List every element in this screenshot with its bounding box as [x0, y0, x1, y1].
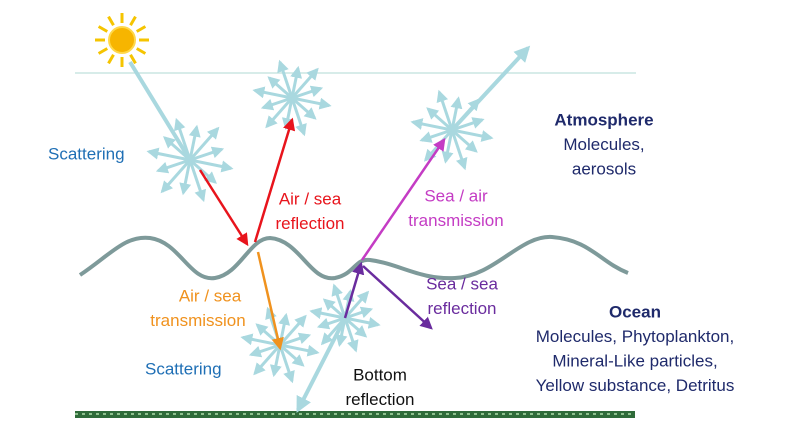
- sun-ray: [107, 15, 115, 27]
- scatter-ray: [344, 306, 374, 320]
- scatter-ray: [188, 124, 201, 161]
- label-line: Mineral-Like particles,: [552, 351, 717, 370]
- sun-ray: [107, 53, 115, 65]
- scatter-ray: [344, 316, 368, 338]
- scatter-ray: [335, 317, 348, 348]
- sun-ray: [135, 47, 147, 55]
- label-line: reflection: [276, 214, 345, 233]
- scatter-ray: [160, 159, 192, 194]
- scatter-ray: [450, 129, 468, 171]
- scatter-ray: [343, 290, 370, 319]
- label-line: transmission: [408, 211, 503, 230]
- label-line: Sea / sea: [426, 274, 498, 293]
- scatter-ray: [163, 136, 191, 162]
- label-line: Molecules, Phytoplankton,: [536, 327, 734, 346]
- scatter-ray: [441, 129, 454, 164]
- label-line: Air / sea: [279, 189, 342, 208]
- process-arrows: [198, 117, 446, 351]
- scatter-ray: [188, 159, 206, 203]
- arrow: [253, 117, 296, 243]
- scatter-ray: [290, 67, 319, 99]
- scatter-ray: [265, 97, 294, 129]
- scatter-ray: [188, 126, 220, 161]
- incident-ray: [128, 60, 192, 162]
- scatter-ray: [279, 332, 312, 347]
- sun-ray: [129, 15, 137, 27]
- arrow: [256, 251, 284, 351]
- label-line: Molecules,: [563, 135, 644, 154]
- scatter-ray: [309, 307, 346, 320]
- scatter-ray: [291, 85, 324, 100]
- scatter-ray: [252, 86, 293, 100]
- scatter-ray: [155, 158, 191, 174]
- scatter-ray: [291, 96, 317, 120]
- sun-ray: [97, 47, 109, 55]
- scatter-ray: [278, 344, 295, 384]
- scatter-ray: [419, 128, 453, 143]
- scatter-ray: [410, 118, 453, 132]
- scatter-ray: [179, 159, 192, 196]
- scatter-ray: [426, 107, 453, 132]
- label-line: Yellow substance, Detritus: [536, 376, 735, 395]
- shapes: [75, 72, 636, 418]
- sun-ray: [135, 25, 147, 33]
- label-line: Bottom: [353, 365, 407, 384]
- label-line: Scattering: [48, 144, 125, 163]
- sun: [95, 13, 149, 67]
- sun-disc: [108, 26, 136, 54]
- scatter-ray: [174, 117, 192, 161]
- arrow: [198, 169, 249, 247]
- scatter-ray: [322, 298, 346, 320]
- scatter-ray: [451, 128, 478, 153]
- label-line: Scattering: [145, 359, 222, 378]
- scatter-ray: [450, 98, 481, 131]
- scatter-ray: [451, 128, 494, 142]
- scatter-ray: [260, 96, 293, 111]
- scatter-ray: [316, 316, 346, 330]
- scatter-ray: [278, 314, 307, 346]
- scatter-ray: [146, 147, 191, 162]
- label-line: reflection: [346, 390, 415, 409]
- arrow: [343, 261, 365, 319]
- label-line: transmission: [150, 311, 245, 330]
- sun-rays: [95, 13, 149, 67]
- label-line: Atmosphere: [554, 110, 653, 129]
- sun-ray: [97, 25, 109, 33]
- scatter-ray: [291, 96, 332, 110]
- scatter-ray: [189, 158, 217, 184]
- scatter-ray: [290, 97, 307, 137]
- scatter-ray: [436, 89, 454, 131]
- bottom-ray: [296, 317, 347, 413]
- label-line: Sea / air: [424, 186, 488, 205]
- scatter-ray: [189, 158, 234, 173]
- scatter-ray: [343, 317, 359, 353]
- label-line: Ocean: [609, 302, 661, 321]
- scatter-ray: [331, 283, 347, 319]
- scatter-ray: [451, 117, 485, 132]
- scatter-ray: [320, 317, 347, 346]
- label-line: Air / sea: [179, 286, 242, 305]
- scatter-ray: [267, 76, 293, 100]
- arrow: [362, 265, 433, 330]
- scatter-ray: [189, 146, 225, 162]
- sea-surface: [78, 234, 629, 281]
- sun-ray: [129, 53, 137, 65]
- labels: Scattering Air / sea reflection Sea / air tr…: [48, 110, 734, 409]
- scatter-ray: [344, 316, 381, 329]
- arrow: [360, 137, 446, 261]
- scatter-ray: [279, 343, 320, 357]
- label-line: reflection: [428, 299, 497, 318]
- scatter-ray: [277, 59, 294, 99]
- label-line: aerosols: [572, 159, 636, 178]
- scatter-ray: [450, 96, 463, 131]
- scatter-ray: [290, 65, 303, 99]
